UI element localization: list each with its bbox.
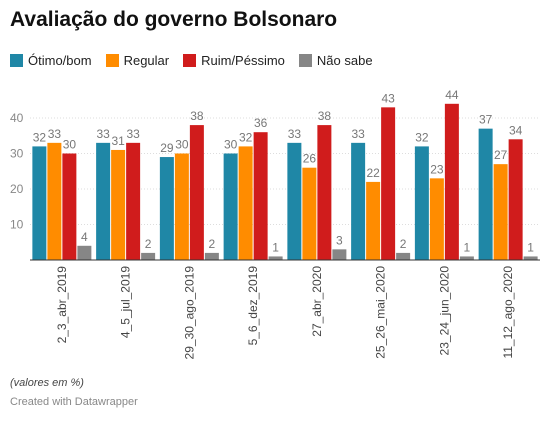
bar xyxy=(508,139,523,260)
bar xyxy=(141,252,156,260)
y-tick-label: 40 xyxy=(10,111,24,125)
legend-item: Ruim/Péssimo xyxy=(183,53,285,68)
data-label: 31 xyxy=(111,134,125,148)
legend-swatch xyxy=(105,54,119,67)
data-label: 36 xyxy=(254,116,268,130)
data-label: 38 xyxy=(318,109,332,123)
data-label: 37 xyxy=(479,113,493,127)
data-label: 33 xyxy=(288,127,302,141)
legend-item: Regular xyxy=(105,53,170,68)
legend-swatch xyxy=(298,54,312,67)
legend-swatch xyxy=(183,54,197,67)
data-label: 32 xyxy=(33,130,47,144)
legend-item: Não sabe xyxy=(298,53,373,68)
data-label: 3 xyxy=(336,233,343,247)
x-tick-label: 5_6_dez_2019 xyxy=(246,266,260,346)
data-label: 34 xyxy=(509,123,523,137)
bar xyxy=(366,181,381,260)
bar xyxy=(332,249,347,260)
bar xyxy=(189,125,204,260)
bar xyxy=(126,142,141,260)
legend-label: Não sabe xyxy=(316,53,373,68)
data-label: 33 xyxy=(48,127,62,141)
data-label: 2 xyxy=(400,237,407,251)
data-label: 33 xyxy=(351,127,365,141)
bar xyxy=(414,146,429,260)
data-label: 38 xyxy=(190,109,204,123)
bar xyxy=(429,178,444,260)
data-label: 30 xyxy=(224,138,238,152)
data-label: 44 xyxy=(445,88,459,102)
data-label: 23 xyxy=(430,162,444,176)
bar xyxy=(47,142,62,260)
data-label: 2 xyxy=(145,237,152,251)
bar xyxy=(493,164,508,260)
bar xyxy=(523,256,538,260)
data-label: 43 xyxy=(381,91,395,105)
y-tick-label: 20 xyxy=(10,182,24,196)
legend-label: Ótimo/bom xyxy=(28,53,92,68)
bar xyxy=(317,125,332,260)
footnote: (valores em %) xyxy=(10,377,84,389)
x-tick-label: 4_5_jul_2019 xyxy=(119,266,133,338)
bar xyxy=(396,252,411,260)
bar xyxy=(444,103,459,260)
data-label: 1 xyxy=(527,240,534,254)
data-label: 26 xyxy=(303,152,317,166)
data-label: 29 xyxy=(160,141,174,155)
legend-label: Ruim/Péssimo xyxy=(201,53,285,68)
bar xyxy=(96,142,111,260)
bar xyxy=(253,132,268,260)
legend-item: Ótimo/bom xyxy=(10,53,92,68)
data-label: 2 xyxy=(209,237,216,251)
x-tick-label: 27_abr_2020 xyxy=(310,266,324,337)
data-label: 30 xyxy=(175,138,189,152)
bar xyxy=(287,142,302,260)
bar xyxy=(302,167,317,260)
credit-text: Created with Datawrapper xyxy=(10,396,138,408)
bar xyxy=(478,128,493,260)
bar xyxy=(204,252,219,260)
y-tick-label: 30 xyxy=(10,147,24,161)
bar xyxy=(238,146,253,260)
bar xyxy=(159,157,174,260)
data-label: 32 xyxy=(239,130,253,144)
x-tick-label: 23_24_jun_2020 xyxy=(437,266,451,356)
data-label: 27 xyxy=(494,148,508,162)
bar xyxy=(459,256,474,260)
data-label: 33 xyxy=(96,127,110,141)
x-tick-label: 29_30_ago_2019 xyxy=(182,266,196,360)
legend-swatch xyxy=(10,54,23,67)
legend-label: Regular xyxy=(123,53,170,68)
legend: Ótimo/bom Regular Ruim/Péssimo Não sabe xyxy=(10,53,373,68)
bar xyxy=(381,107,396,260)
data-label: 4 xyxy=(81,230,88,244)
bar xyxy=(32,146,47,260)
bar xyxy=(77,245,92,260)
data-label: 1 xyxy=(464,240,471,254)
data-label: 1 xyxy=(272,240,279,254)
data-label: 32 xyxy=(415,130,429,144)
bar xyxy=(174,153,189,260)
bar xyxy=(111,149,126,260)
x-tick-label: 2_3_abr_2019 xyxy=(55,266,69,344)
data-label: 30 xyxy=(63,138,77,152)
data-label: 22 xyxy=(366,166,380,180)
bar xyxy=(351,142,366,260)
x-tick-label: 25_26_mai_2020 xyxy=(374,266,388,359)
bar xyxy=(223,153,238,260)
bar xyxy=(62,153,77,260)
x-tick-label: 11_12_ago_2020 xyxy=(501,266,515,359)
data-label: 33 xyxy=(126,127,140,141)
bar xyxy=(268,256,283,260)
y-tick-label: 10 xyxy=(10,218,24,232)
chart-title: Avaliação do governo Bolsonaro xyxy=(10,8,338,31)
